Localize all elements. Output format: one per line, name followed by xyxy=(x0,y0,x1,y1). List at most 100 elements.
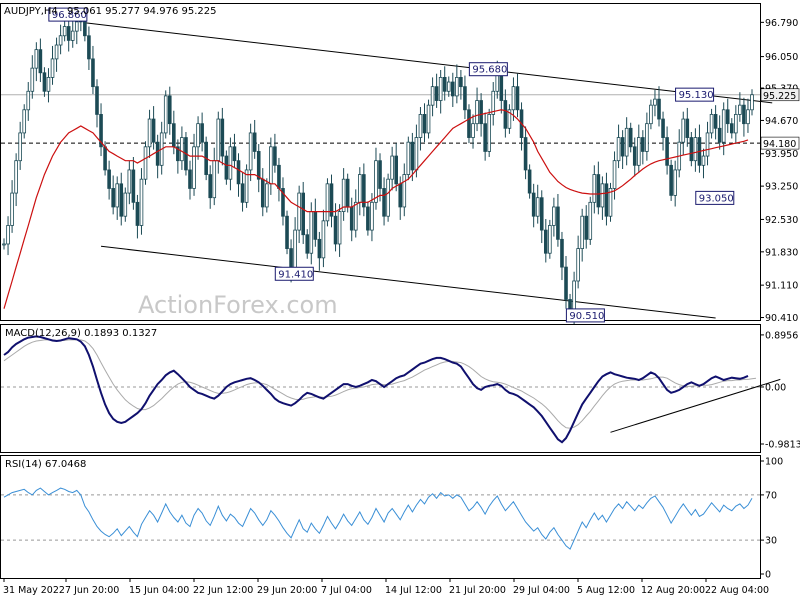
price-candle xyxy=(632,137,637,177)
price-candle xyxy=(353,189,358,238)
x-tick-label: 12 Aug 20:00 xyxy=(641,585,705,596)
price-panel-header: AUDJPY,H4 95.061 95.277 94.976 95.225 xyxy=(4,6,216,17)
price-candle xyxy=(653,89,657,117)
price-candle xyxy=(738,92,742,122)
price-candle xyxy=(313,198,318,247)
price-candle xyxy=(503,89,508,138)
price-candle xyxy=(705,121,710,166)
price-candle xyxy=(224,150,229,185)
price-candle xyxy=(366,201,370,236)
symbol-label: AUDJPY,H4 xyxy=(4,6,58,17)
price-candle xyxy=(151,106,156,150)
svg-text:95.680: 95.680 xyxy=(472,65,507,76)
svg-text:95.130: 95.130 xyxy=(679,90,714,101)
x-tick-label: 7 Jun 20:00 xyxy=(65,585,119,596)
rsi-panel-header: RSI(14) 67.0468 xyxy=(5,459,86,470)
price-candle xyxy=(374,147,378,210)
price-candle xyxy=(402,163,407,217)
price-candle xyxy=(358,167,362,216)
price-candle xyxy=(709,108,714,139)
macd-tick-label: 0.8956 xyxy=(765,330,798,341)
price-candle xyxy=(750,89,754,116)
price-candle xyxy=(556,194,560,247)
price-candle xyxy=(734,105,738,145)
price-candle xyxy=(386,173,390,222)
price-candle xyxy=(46,68,51,103)
price-candle xyxy=(50,45,55,85)
price-tick-label: 91.110 xyxy=(765,281,798,292)
price-candle xyxy=(701,148,706,179)
macd-trendline xyxy=(610,378,781,433)
price-candle xyxy=(155,134,160,179)
pivot-label: 95.680 xyxy=(468,62,508,77)
price-candle xyxy=(535,184,540,224)
price-candle xyxy=(487,108,491,157)
price-candle xyxy=(641,130,645,165)
price-candle xyxy=(131,156,136,210)
price-candle xyxy=(228,137,233,191)
price-candle xyxy=(341,168,346,221)
price-candle xyxy=(111,175,115,215)
price-candle xyxy=(26,82,31,121)
price-candle xyxy=(143,141,148,185)
svg-text:94.180: 94.180 xyxy=(763,139,796,150)
price-candle xyxy=(200,112,204,152)
price-candle xyxy=(34,42,39,82)
price-candle xyxy=(564,256,568,309)
x-tick-label: 14 Jul 12:00 xyxy=(385,585,442,596)
price-candle xyxy=(66,17,71,52)
price-candle xyxy=(220,107,225,166)
price-candle xyxy=(265,178,269,213)
price-candle xyxy=(192,133,196,196)
price-candle xyxy=(628,122,633,153)
price-tick-label: 96.050 xyxy=(765,52,798,63)
price-candle xyxy=(248,123,253,182)
svg-text:95.225: 95.225 xyxy=(763,91,796,102)
price-candle xyxy=(232,133,237,169)
price-tick-label: 91.830 xyxy=(765,247,798,258)
price-candle xyxy=(349,197,354,242)
price-candle xyxy=(418,107,423,151)
price-candle xyxy=(87,26,91,70)
price-candle xyxy=(382,177,386,226)
current-price-tag: 95.225 xyxy=(760,88,800,102)
x-tick-label: 7 Jul 04:00 xyxy=(321,585,372,596)
price-candle xyxy=(240,172,245,212)
x-tick-label: 21 Jul 20:00 xyxy=(449,585,506,596)
price-candle xyxy=(208,165,213,209)
price-tick-label: 93.250 xyxy=(765,182,798,193)
rsi-tick-label: 30 xyxy=(765,536,777,547)
price-candle xyxy=(434,73,439,108)
price-candle xyxy=(543,218,548,263)
price-candle xyxy=(681,111,686,156)
price-candle xyxy=(560,231,564,281)
price-candle xyxy=(580,208,584,262)
pivot-label: 96.860 xyxy=(48,7,88,22)
price-candle xyxy=(260,168,265,217)
price-candle xyxy=(455,64,459,104)
price-candle xyxy=(135,194,140,239)
rsi-tick-label: 70 xyxy=(765,490,777,501)
price-candle xyxy=(119,172,124,226)
price-candle xyxy=(507,104,512,134)
price-candle xyxy=(252,119,257,159)
price-candle xyxy=(406,136,411,181)
price-candle xyxy=(725,98,730,133)
price-panel-frame xyxy=(0,3,761,321)
price-candle xyxy=(438,70,443,114)
price-candle xyxy=(624,117,629,166)
price-candle xyxy=(483,112,487,161)
price-candle xyxy=(6,216,10,256)
price-candle xyxy=(2,238,6,250)
price-candle xyxy=(729,118,734,139)
price-candle xyxy=(115,176,120,220)
price-candle xyxy=(147,109,152,158)
price-candle xyxy=(463,75,467,120)
support-level-tag: 94.180 xyxy=(760,136,800,150)
price-candle xyxy=(277,157,281,202)
price-candle xyxy=(273,133,277,173)
price-candle xyxy=(305,229,310,259)
price-candle xyxy=(450,72,455,108)
price-candle xyxy=(378,153,382,202)
